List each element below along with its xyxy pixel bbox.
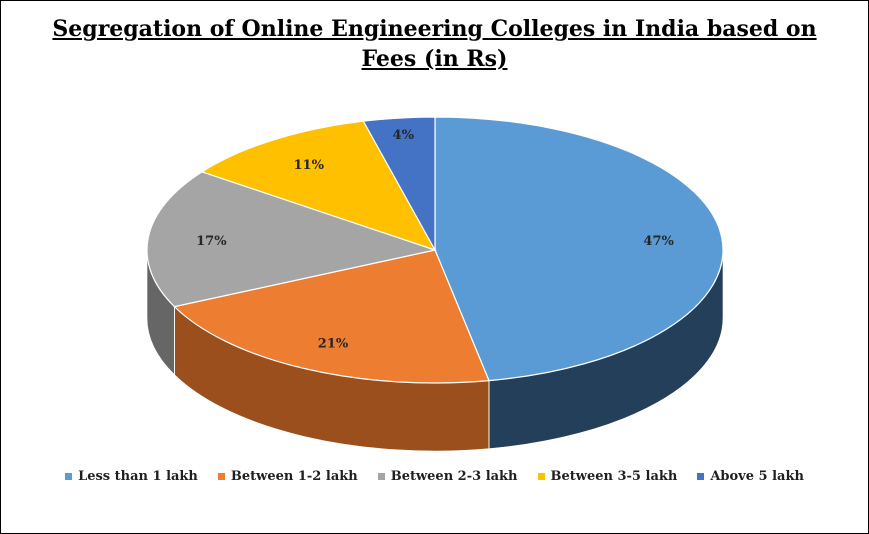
pie-slice-3: [200, 120, 437, 252]
pie-slice-1: [173, 249, 490, 384]
legend-swatch-0: [65, 473, 73, 480]
data-label-4: 4%: [393, 128, 415, 143]
chart-title: Segregation of Online Engineering Colleg…: [1, 14, 868, 74]
pie-slice-0: [434, 116, 724, 382]
legend-item-1: Between 1-2 lakh: [217, 469, 358, 484]
legend-label-2: Between 2-3 lakh: [390, 469, 518, 484]
pie-labels: 47% 21% 17% 11% 4%: [196, 128, 674, 352]
chart-title-line-2: Fees (in Rs): [361, 46, 508, 72]
legend-item-0: Less than 1 lakh: [65, 469, 198, 484]
legend-label-4: Above 5 lakh: [710, 469, 804, 484]
data-label-2: 17%: [196, 234, 227, 249]
legend-label-0: Less than 1 lakh: [78, 469, 198, 484]
legend-item-3: Between 3-5 lakh: [537, 469, 678, 484]
chart-legend: Less than 1 lakh Between 1-2 lakh Between …: [1, 469, 868, 484]
legend-swatch-4: [697, 473, 705, 480]
data-label-0: 47%: [643, 234, 674, 249]
legend-item-2: Between 2-3 lakh: [377, 469, 518, 484]
pie-sides: [146, 249, 724, 452]
chart-title-line-1: Segregation of Online Engineering Colleg…: [52, 16, 817, 42]
legend-label-1: Between 1-2 lakh: [230, 469, 358, 484]
pie-top: [146, 116, 724, 384]
pie-slice-4: [362, 116, 436, 253]
legend-swatch-2: [377, 473, 385, 480]
legend-swatch-3: [537, 473, 545, 480]
legend-item-4: Above 5 lakh: [697, 469, 804, 484]
data-label-1: 21%: [318, 336, 349, 351]
data-label-3: 11%: [294, 158, 325, 173]
pie-slice-2: [146, 171, 438, 308]
legend-swatch-1: [217, 473, 225, 480]
legend-label-3: Between 3-5 lakh: [550, 469, 678, 484]
